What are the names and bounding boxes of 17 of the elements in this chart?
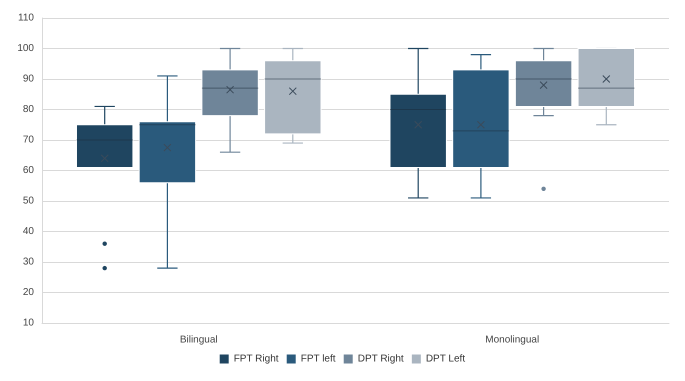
- y-tick-label: 110: [18, 12, 34, 24]
- y-tick-label: 100: [17, 43, 34, 54]
- y-tick-label: 50: [22, 196, 34, 206]
- legend-label: FPT Right: [234, 354, 279, 364]
- x-tick-label: Bilingual: [180, 334, 218, 346]
- y-tick-label: 80: [22, 104, 34, 115]
- legend-label: FPT left: [300, 354, 336, 364]
- y-tick-label: 30: [22, 256, 34, 268]
- y-tick-label: 10: [22, 318, 34, 328]
- legend-label: DPT Left: [426, 354, 466, 364]
- y-tick-label: 90: [22, 74, 34, 84]
- legend-label: DPT Right: [358, 354, 404, 364]
- y-tick-label: 40: [22, 226, 34, 237]
- y-tick-label: 70: [22, 134, 34, 146]
- y-tick-label: 60: [22, 165, 34, 176]
- y-tick-label: 20: [22, 287, 34, 298]
- x-tick-label: Monolingual: [485, 334, 540, 346]
